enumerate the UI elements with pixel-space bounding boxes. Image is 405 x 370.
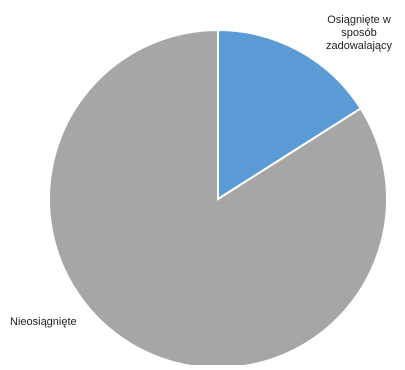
slice-label-0-line-0: Osiągnięte w: [327, 14, 391, 26]
slice-label-1: Nieosiągnięte: [10, 316, 77, 328]
pie-slice-0: [217, 28, 363, 201]
slice-label-0: Osiągnięte w sposób zadowalający: [326, 14, 393, 52]
slice-label-0-line-1: sposób: [341, 27, 376, 39]
pie-slice-1: [48, 28, 388, 369]
slice-label-1-line-0: Nieosiągnięte: [10, 316, 77, 328]
slice-label-0-line-2: zadowalający: [326, 40, 393, 52]
